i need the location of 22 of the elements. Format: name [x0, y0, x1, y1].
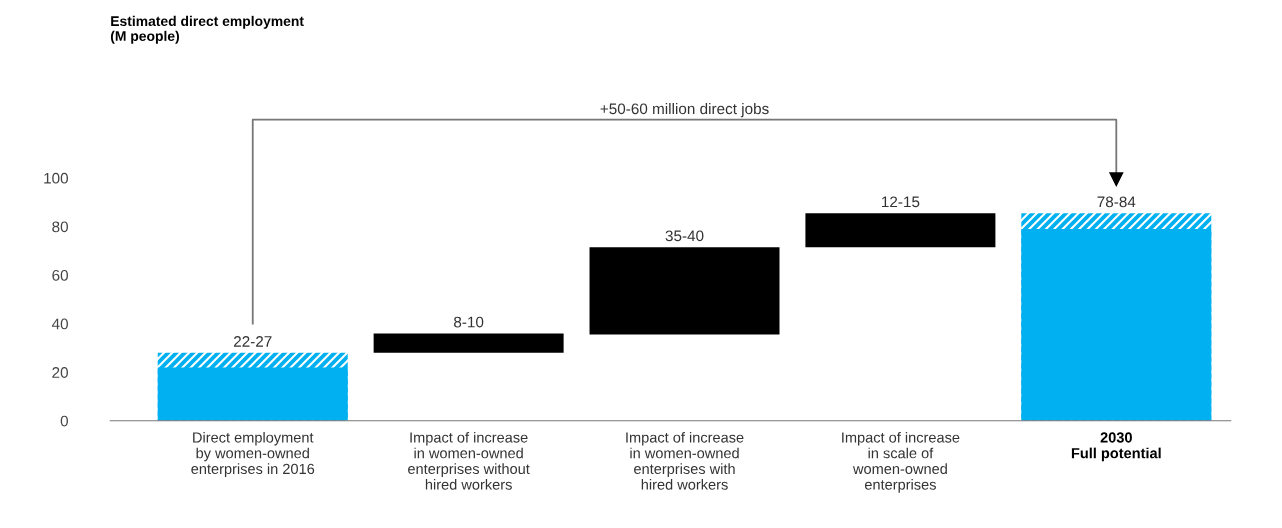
- text: 22-27: [233, 336, 272, 347]
- x-tick-label: Impact of increase in women-owned enterprises with hired workers: [626, 431, 744, 490]
- y-tick-label: 40: [51, 318, 68, 330]
- text: Estimated direct employment (M people): [110, 15, 304, 44]
- text: 78-84: [1097, 196, 1136, 208]
- y-tick-label: 60: [52, 269, 68, 281]
- x-tick-label: Impact of increase in scale of women-owned enterprises: [842, 431, 960, 493]
- y-tick-label: 80: [52, 221, 68, 233]
- y-tick-label: 0: [60, 415, 68, 427]
- x-tick-label: Impact of increase in women-owned enterprises without hired workers: [408, 431, 530, 490]
- y-tick-label: 20: [52, 367, 68, 378]
- x-tick-label: Direct employment by women-owned enterprises in 2016: [191, 431, 315, 477]
- text: +50-60 million direct jobs: [600, 102, 769, 118]
- bar: [589, 247, 780, 335]
- bar: [805, 213, 996, 248]
- y-tick-label: 100: [44, 172, 68, 184]
- text: 35-40: [665, 230, 704, 242]
- bar: [373, 333, 564, 353]
- bar: [157, 367, 348, 421]
- x-tick-label: 2030 Full potential: [1071, 432, 1161, 462]
- text: 8-10: [454, 316, 484, 328]
- text: 12-15: [882, 196, 920, 208]
